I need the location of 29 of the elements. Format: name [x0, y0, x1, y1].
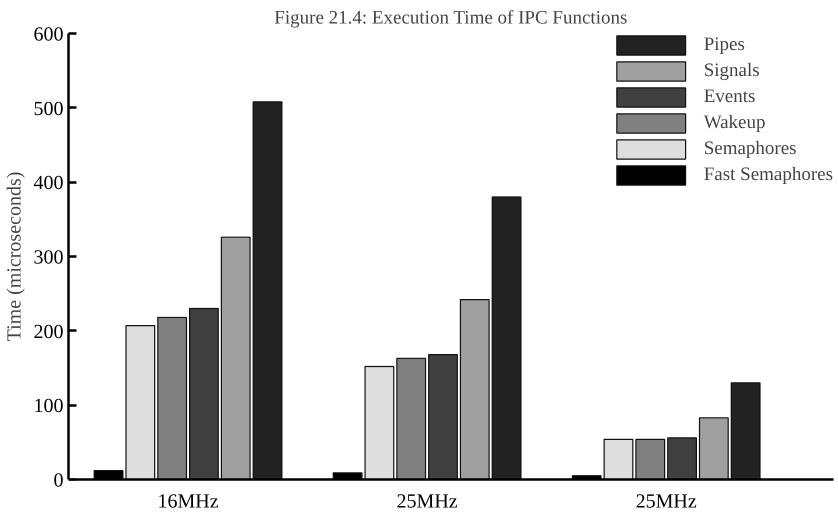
bar	[252, 101, 282, 480]
y-tick-label: 100	[34, 395, 64, 418]
bar	[428, 354, 458, 480]
x-tick-label: 16MHz	[157, 490, 219, 512]
bar	[604, 438, 634, 480]
bar	[635, 438, 666, 480]
y-tick-label: 600	[34, 24, 64, 46]
bar	[396, 358, 426, 480]
legend-label: Signals	[704, 60, 760, 82]
chart-title: Figure 21.4: Execution Time of IPC Functions	[274, 8, 628, 28]
y-tick-label: 500	[34, 98, 64, 120]
legend-label: Semaphores	[704, 138, 797, 160]
y-tick-label: 200	[34, 320, 64, 343]
bar	[460, 299, 490, 480]
legend-label: Wakeup	[704, 112, 766, 134]
y-tick-label: 300	[34, 246, 64, 268]
x-tick-label: 25MHz	[396, 490, 458, 512]
legend-label: Events	[704, 86, 756, 108]
bar	[364, 366, 394, 480]
bar	[220, 236, 251, 480]
bar	[188, 308, 219, 480]
bar	[667, 437, 697, 480]
legend-label: Pipes	[704, 34, 745, 56]
y-axis-title: Time (microseconds)	[4, 172, 26, 342]
y-tick-label: 400	[34, 172, 64, 194]
x-tick-label: 25MHz	[636, 490, 697, 512]
y-tick-label: 0	[54, 470, 64, 492]
bar	[492, 196, 522, 480]
legend-label: Fast Semaphores	[704, 164, 833, 186]
